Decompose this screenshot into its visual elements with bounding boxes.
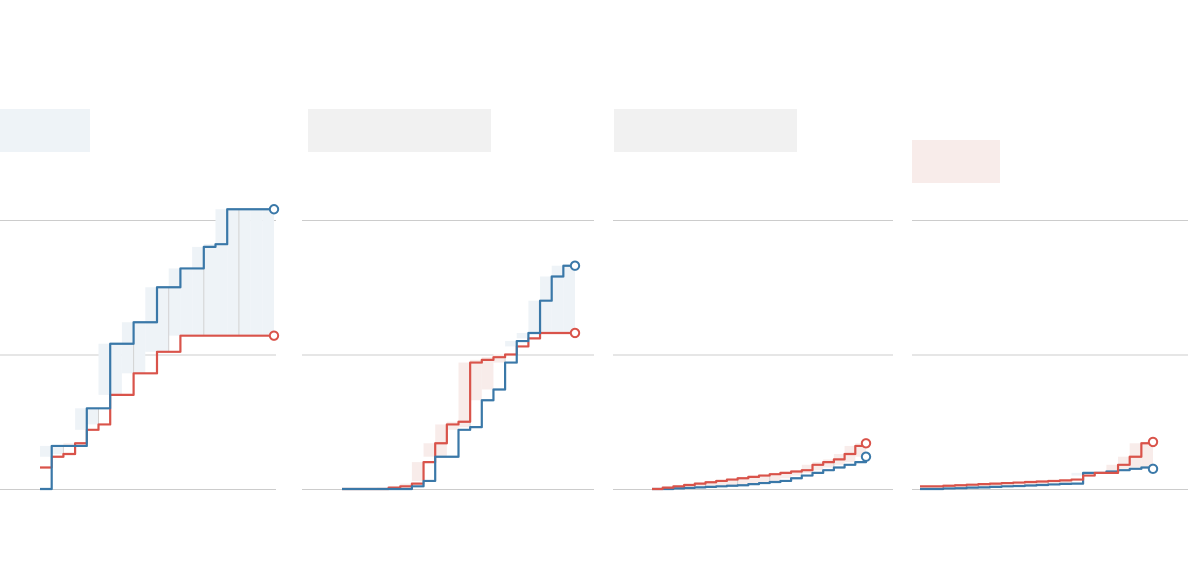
blue-series-line — [652, 456, 868, 491]
gap-fill — [446, 421, 459, 430]
gap-fill — [1106, 464, 1119, 471]
gap-fill — [1141, 441, 1153, 469]
gap-fill — [75, 408, 87, 430]
gap-fill — [63, 443, 76, 446]
gap-fill — [563, 265, 575, 333]
panel-label-box — [912, 140, 1000, 183]
gap-fill — [737, 476, 749, 485]
gap-fill — [920, 486, 932, 489]
chart-panel-1 — [0, 109, 280, 491]
gap-fill — [1036, 480, 1049, 485]
gap-fill — [855, 443, 866, 457]
blue-series-line — [40, 208, 274, 491]
blue-series-endpoint — [569, 260, 581, 271]
blue-series-endpoint — [860, 451, 872, 462]
red-series-endpoint — [268, 330, 280, 341]
chart-panel-3 — [613, 109, 893, 491]
gap-fill — [192, 246, 204, 336]
red-series-endpoint — [1147, 436, 1159, 448]
gap-fill — [145, 287, 157, 352]
gap-fill — [411, 462, 424, 481]
gap-fill — [1129, 443, 1142, 468]
blue-series-line — [342, 264, 575, 491]
red-series-line — [40, 334, 274, 469]
gap-fill — [791, 470, 802, 476]
red-series-line — [652, 443, 868, 491]
gap-fill — [540, 276, 552, 333]
red-series-endpoint — [569, 327, 581, 339]
gap-fill — [551, 265, 564, 333]
gap-fill — [780, 471, 792, 479]
gap-fill — [716, 479, 727, 486]
gap-fill — [423, 443, 436, 457]
gap-fill — [262, 209, 274, 336]
gap-fill — [40, 445, 52, 457]
gap-fill — [168, 268, 181, 336]
gap-fill — [98, 343, 111, 395]
blue-series-endpoint — [1147, 463, 1159, 475]
gap-fill — [481, 357, 494, 390]
blue-series-endpoint — [268, 204, 280, 215]
panel-label-box — [308, 109, 491, 152]
gap-fill — [812, 462, 824, 471]
gap-fill — [400, 483, 412, 487]
gap-fill — [759, 474, 770, 483]
panel-label-box — [0, 109, 90, 152]
red-series-line — [342, 331, 575, 491]
gap-fill — [51, 445, 64, 455]
gap-fill — [238, 209, 251, 336]
gap-fill — [726, 478, 738, 486]
gap-fill — [1001, 482, 1014, 487]
gap-fill — [133, 322, 146, 374]
gap-fill — [801, 464, 813, 473]
gap-fill — [86, 408, 99, 425]
gap-fill — [250, 209, 263, 336]
gap-fill — [435, 424, 447, 457]
gap-fill — [227, 209, 239, 336]
chart-panel-2 — [302, 109, 594, 491]
chart-panel-4 — [912, 140, 1188, 491]
gap-fill — [1118, 456, 1130, 469]
gap-fill — [1013, 482, 1025, 486]
gap-fill — [1024, 481, 1037, 485]
gap-fill — [769, 472, 781, 481]
gap-fill — [458, 362, 471, 428]
gap-fill — [823, 459, 834, 468]
red-series-endpoint — [860, 438, 872, 449]
panel-label-box — [614, 109, 797, 152]
gap-fill — [493, 354, 506, 363]
gap-fill — [157, 287, 169, 352]
gap-fill — [1071, 472, 1084, 476]
gap-fill — [505, 341, 517, 347]
gap-fill — [215, 209, 228, 336]
gap-fill — [203, 244, 216, 336]
gap-fill — [470, 359, 482, 401]
gap-fill — [516, 332, 529, 339]
gap-fill — [110, 343, 122, 395]
gap-fill — [748, 475, 759, 484]
gap-fill — [528, 300, 541, 333]
red-series-line — [920, 441, 1155, 488]
gap-fill — [121, 322, 134, 374]
gap-fill — [1048, 480, 1060, 484]
gap-fill — [705, 480, 717, 487]
gap-fill — [180, 268, 193, 336]
gap-fill — [1059, 479, 1072, 484]
